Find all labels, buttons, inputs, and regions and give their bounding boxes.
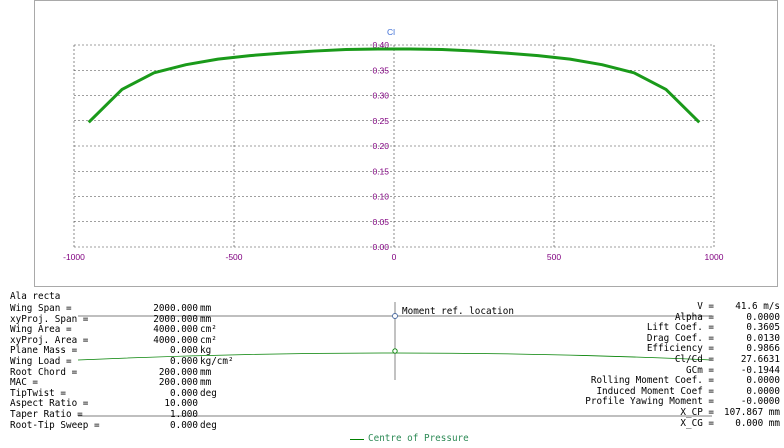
aero-result-value: 107.867 mm	[724, 406, 780, 418]
moment-ref-marker	[392, 313, 398, 319]
aero-result-label: Cl/Cd =	[674, 353, 714, 365]
wing-property-unit: mm	[200, 366, 212, 378]
y-tick-label: 0.30	[372, 91, 389, 101]
aero-result-value: 0.000 mm	[735, 417, 780, 429]
aero-result-row: Cl/Cd = 27.6631	[540, 353, 780, 366]
aero-result-row: GCm = -0.1944	[540, 364, 780, 377]
wing-property-value: 2000.000	[153, 303, 198, 314]
y-tick-label: 0.35	[372, 65, 389, 75]
aero-result-value: 0.0130	[746, 332, 780, 344]
aero-result-row: Profile Yawing Moment = -0.0000	[540, 397, 780, 408]
aero-result-label: GCm =	[686, 364, 714, 376]
wing-property-unit: mm	[200, 313, 212, 325]
wing-property-value: 0.000	[170, 419, 198, 431]
wing-property-value: 0.000	[170, 387, 198, 399]
aero-result-label: V =	[697, 301, 714, 312]
aero-result-label: Efficiency =	[646, 343, 714, 355]
centre-of-pressure-marker	[392, 348, 398, 354]
wing-property-value: 200.000	[158, 366, 198, 378]
wing-planform-view	[77, 302, 713, 417]
wing-property-label: MAC =	[10, 377, 38, 389]
wing-property-value: 10.000	[164, 398, 198, 410]
centre-of-pressure-legend: Centre of Pressure	[350, 433, 469, 445]
aero-result-value: 41.6 m/s	[735, 301, 780, 312]
y-tick-label: 0.20	[372, 141, 389, 151]
wing-name: Ala recta	[10, 291, 61, 302]
wing-property-value: 1.000	[170, 408, 198, 420]
cl-series-line	[87, 47, 701, 124]
aero-result-value: -0.1944	[740, 364, 780, 376]
wing-property-value: 4000.000	[153, 324, 198, 336]
wing-property-unit: mm	[200, 377, 212, 389]
wing-property-label: Root-Tip Sweep =	[10, 419, 100, 431]
aero-results: V = 41.6 m/s Alpha = 0.0000 Lift Coef. = 0.36…	[540, 301, 780, 430]
wing-property-value: 4000.000	[153, 334, 198, 346]
aero-result-value: -0.0000	[740, 396, 780, 408]
aero-result-value: 0.0000	[746, 375, 780, 387]
wing-property-label: Wing Load =	[10, 355, 72, 367]
wing-property-label: Aspect Ratio =	[10, 398, 89, 410]
y-tick-label: 0.00	[372, 242, 389, 252]
x-tick-label: 500	[547, 252, 561, 262]
aero-result-value: 0.0000	[746, 311, 780, 323]
y-tick-label: 0.25	[372, 116, 389, 126]
moment-ref-label: Moment ref. location	[402, 306, 514, 317]
aero-result-row: Alpha = 0.0000	[540, 311, 780, 324]
wing-property-label: Root Chord =	[10, 366, 78, 378]
aero-result-row: Drag Coef. = 0.0130	[540, 332, 780, 345]
wing-property-unit: kg/cm²	[200, 355, 234, 367]
cl-spanwise-chart: -1000 -500 0 500 1000 0.00 0.05 0.10 0.15 0.20 0.2…	[63, 27, 724, 262]
aero-result-row: Induced Moment Coef = 0.0000	[540, 385, 780, 398]
y-tick-label: 0.10	[372, 192, 389, 202]
wing-property-value: 0.000	[170, 355, 198, 367]
wing-property-label: Wing Span =	[10, 303, 72, 314]
wing-property-unit: cm²	[200, 324, 217, 336]
chart-title: Cl	[387, 27, 395, 37]
wing-property-label: TipTwist =	[10, 387, 66, 399]
aero-result-label: Rolling Moment Coef. =	[590, 375, 714, 387]
aero-result-label: Alpha =	[674, 311, 714, 323]
aero-result-row: Lift Coef. = 0.3605	[540, 323, 780, 334]
y-tick-label: 0.05	[372, 217, 389, 227]
aero-result-value: 0.9866	[746, 343, 780, 355]
aero-result-row: X_CP = 107.867 mm	[540, 406, 780, 419]
x-tick-label: -1000	[63, 252, 85, 262]
wing-property-unit: kg	[200, 345, 212, 357]
aero-result-label: Profile Yawing Moment =	[585, 396, 714, 408]
wing-property-unit: deg	[200, 387, 217, 399]
aero-result-row: X_CG = 0.000 mm	[540, 417, 780, 430]
wing-property-value: 2000.000	[153, 313, 198, 325]
wing-property-unit: deg	[200, 419, 217, 431]
wing-property-value: 200.000	[158, 377, 198, 389]
aero-result-row: Efficiency = 0.9866	[540, 344, 780, 355]
aero-result-row: V = 41.6 m/s	[540, 301, 780, 313]
wing-property-label: Wing Area =	[10, 324, 72, 336]
wing-property-label: xyProj. Span =	[10, 313, 89, 325]
wing-property-unit: cm²	[200, 334, 217, 346]
x-tick-label: -500	[225, 252, 242, 262]
aero-result-label: Induced Moment Coef =	[596, 385, 714, 397]
wing-property-label: Taper Ratio =	[10, 408, 83, 420]
y-tick-label: 0.15	[372, 166, 389, 176]
centre-of-pressure-label: Centre of Pressure	[368, 433, 469, 444]
aero-result-label: Lift Coef. =	[646, 322, 714, 334]
centre-of-pressure-swatch	[350, 438, 364, 440]
wing-info-panel: Ala recta Wing Span = 2000.000 mm xyProj. S…	[0, 288, 784, 448]
aero-result-label: X_CP =	[680, 406, 714, 418]
aero-result-value: 27.6631	[740, 353, 780, 365]
wing-property-label: xyProj. Area =	[10, 334, 89, 346]
wing-property-value: 0.000	[170, 345, 198, 357]
x-tick-label: 1000	[705, 252, 724, 262]
y-tick-label: 0.40	[372, 40, 389, 50]
aero-result-value: 0.3605	[746, 322, 780, 334]
aero-result-row: Rolling Moment Coef. = 0.0000	[540, 376, 780, 387]
wing-property-label: Plane Mass =	[10, 345, 78, 357]
cl-chart-frame[interactable]: -1000 -500 0 500 1000 0.00 0.05 0.10 0.15 0.20 0.2…	[34, 0, 778, 287]
wing-property-unit: mm	[200, 303, 212, 314]
x-tick-label: 0	[392, 252, 397, 262]
aero-result-label: X_CG =	[680, 417, 714, 429]
aero-result-label: Drag Coef. =	[646, 332, 714, 344]
aero-result-value: 0.0000	[746, 385, 780, 397]
